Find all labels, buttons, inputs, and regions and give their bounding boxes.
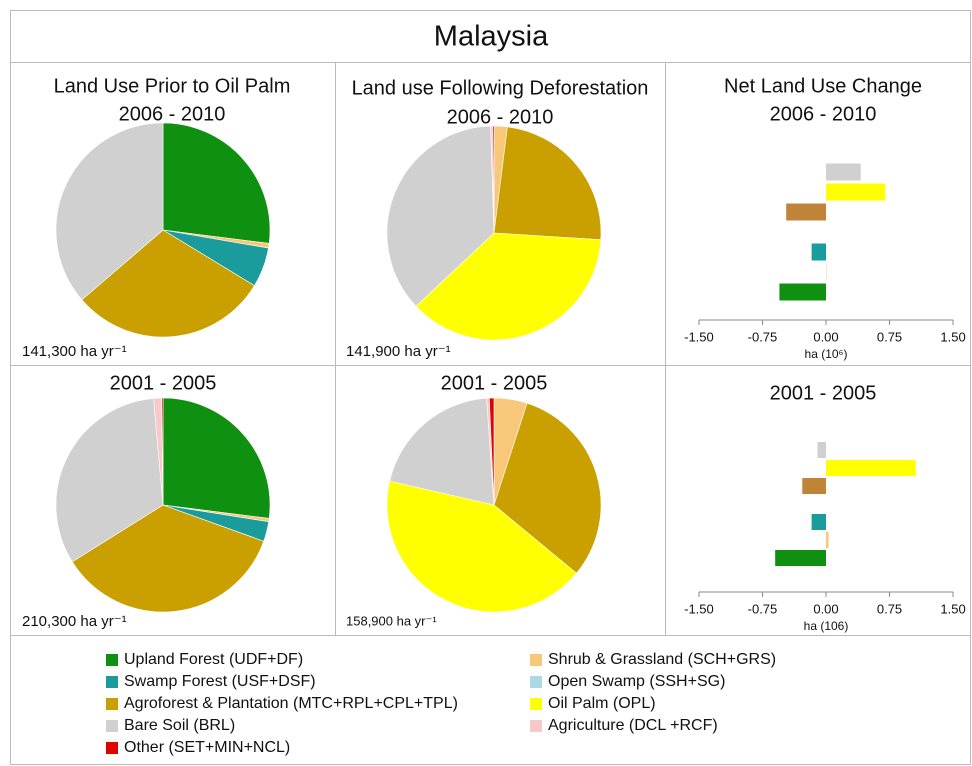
chart-subtitle: 2006 - 2010 <box>770 103 877 125</box>
total-note: 141,300 ha yr⁻¹ <box>22 343 127 360</box>
legend-swatch <box>530 676 542 688</box>
pie-slice <box>492 125 495 234</box>
chart-title: Land use Following Deforestation <box>352 77 649 99</box>
bar <box>817 442 826 458</box>
pie-slice <box>161 397 164 506</box>
legend-swatch <box>530 698 542 710</box>
chart-title: Land Use Prior to Oil Palm <box>54 75 291 97</box>
bar <box>826 163 861 181</box>
bar <box>826 460 916 476</box>
total-note: 210,300 ha yr⁻¹ <box>22 613 127 630</box>
legend-swatch <box>106 742 118 754</box>
x-axis-label: ha (10⁶) <box>805 347 848 361</box>
x-tick-label: 0.00 <box>813 601 838 616</box>
pie-slice <box>55 398 164 563</box>
legend-label: Open Swamp (SSH+SG) <box>548 673 725 690</box>
legend-swatch <box>106 698 118 710</box>
chart-title: 2001 - 2005 <box>441 372 548 394</box>
x-tick-label: 0.75 <box>877 329 902 344</box>
pie-slice <box>162 122 271 244</box>
legend-label: Swamp Forest (USF+DSF) <box>124 673 316 690</box>
bar <box>826 183 886 201</box>
x-tick-label: -0.75 <box>748 329 778 344</box>
legend-label: Upland Forest (UDF+DF) <box>124 651 303 668</box>
x-tick-label: -0.75 <box>748 601 778 616</box>
legend-label: Shrub & Grassland (SCH+GRS) <box>548 651 776 668</box>
figure-title: Malaysia <box>434 21 549 53</box>
pie-slice <box>493 126 602 241</box>
pie-slice <box>415 232 602 341</box>
x-tick-label: 1.50 <box>940 601 965 616</box>
pie-slice <box>81 229 255 338</box>
legend-swatch <box>106 676 118 688</box>
legend-swatch <box>530 720 542 732</box>
x-tick-label: 1.50 <box>940 329 965 344</box>
chart-subtitle: 2006 - 2010 <box>447 106 554 128</box>
x-axis-label: ha (106) <box>804 619 849 633</box>
x-tick-label: -1.50 <box>684 601 714 616</box>
bar <box>826 532 829 548</box>
chart-title: 2001 - 2005 <box>110 372 217 394</box>
frame <box>10 10 971 765</box>
bar <box>786 203 826 221</box>
legend-label: Bare Soil (BRL) <box>124 717 235 734</box>
pie-slice <box>488 397 495 506</box>
x-tick-label: -1.50 <box>684 329 714 344</box>
legend-label: Agroforest & Plantation (MTC+RPL+CPL+TPL… <box>124 695 458 712</box>
pie-slice <box>162 397 271 519</box>
bar <box>775 550 826 566</box>
total-note: 158,900 ha yr⁻¹ <box>346 613 437 628</box>
legend-label: Oil Palm (OPL) <box>548 695 656 712</box>
legend-swatch <box>106 654 118 666</box>
pie-slice <box>389 397 495 506</box>
legend-label: Other (SET+MIN+NCL) <box>124 739 290 756</box>
legend-label: Agriculture (DCL +RCF) <box>548 717 718 734</box>
total-note: 141,900 ha yr⁻¹ <box>346 343 451 360</box>
pie-slice <box>386 125 495 307</box>
bar <box>811 514 826 530</box>
pie-slice <box>55 122 164 301</box>
pie-slice <box>386 480 577 613</box>
chart-title: 2001 - 2005 <box>770 382 877 404</box>
chart-title: Net Land Use Change <box>724 75 922 97</box>
x-tick-label: 0.75 <box>877 601 902 616</box>
legend-swatch <box>530 654 542 666</box>
bar <box>779 283 826 301</box>
bar <box>802 478 826 494</box>
x-tick-label: 0.00 <box>813 329 838 344</box>
chart-subtitle: 2006 - 2010 <box>119 103 226 125</box>
pie-slice <box>71 504 265 613</box>
pie-slice <box>493 402 602 574</box>
bar <box>811 243 826 261</box>
legend-swatch <box>106 720 118 732</box>
